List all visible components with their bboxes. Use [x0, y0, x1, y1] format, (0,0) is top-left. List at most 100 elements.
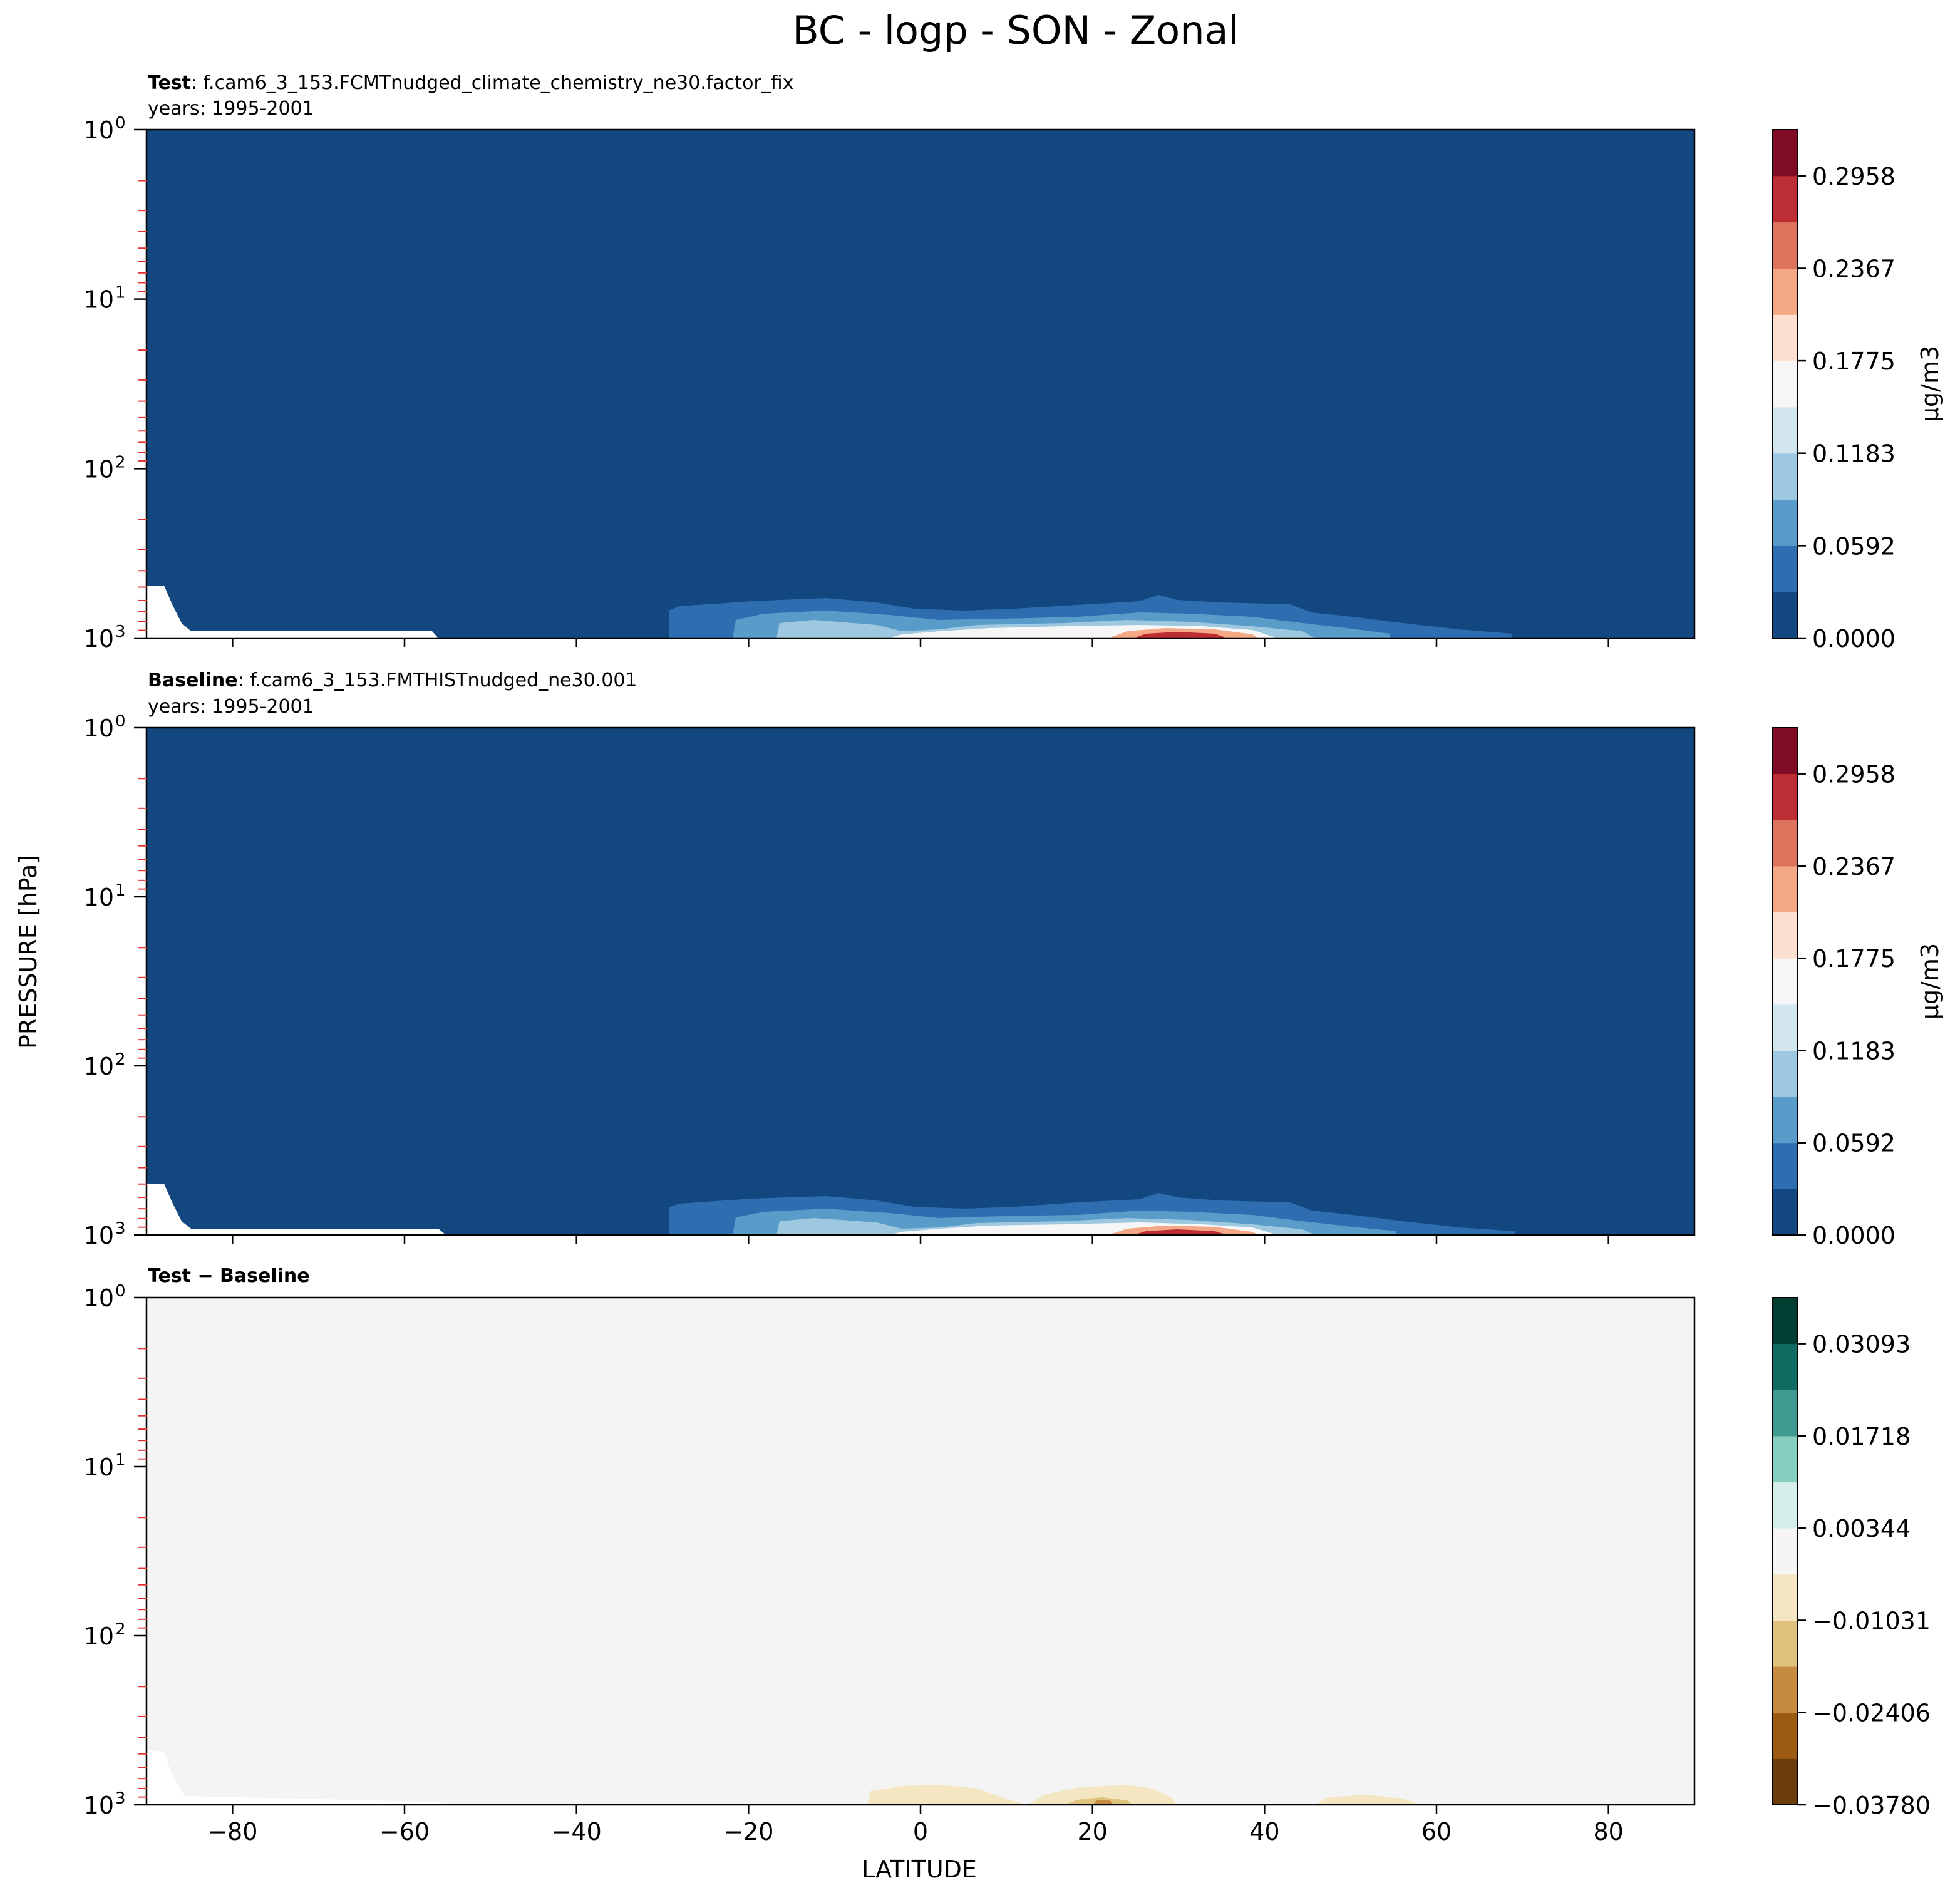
y-tick-label: 10: [84, 286, 114, 314]
plot-background: [147, 1298, 1694, 1805]
colorbar-segment: [1772, 1189, 1797, 1236]
colorbar-segment: [1772, 1712, 1797, 1759]
panel-baseline: Baseline: f.cam6_3_153.FMTHISTnudged_ne3…: [84, 669, 1944, 1249]
panel-label-bold: Baseline: [148, 669, 238, 691]
colorbar-segment: [1772, 499, 1797, 546]
negative-contour-1: [867, 1785, 1027, 1805]
y-tick-exponent: 3: [115, 1789, 126, 1808]
colorbar-segment: [1772, 1298, 1797, 1345]
y-axis-label: PRESSURE [hPa]: [14, 855, 42, 1049]
colorbar-tick-label: −0.02406: [1812, 1700, 1931, 1727]
colorbar-tick-label: 0.1775: [1812, 945, 1896, 973]
y-tick-exponent: 3: [115, 622, 126, 641]
colorbar-tick-label: −0.03780: [1812, 1792, 1931, 1819]
colorbar-tick-label: 0.01718: [1812, 1423, 1911, 1450]
y-tick-exponent: 1: [115, 1451, 126, 1470]
y-tick-label: 10: [84, 1053, 114, 1080]
colorbar-tick-label: 0.1775: [1812, 348, 1896, 375]
panel-years: years: 1995-2001: [148, 696, 314, 718]
y-tick-label: 10: [84, 1284, 114, 1312]
negative-contour-5: [1093, 1800, 1113, 1805]
colorbar-label: μg/m3: [1916, 346, 1944, 422]
colorbar-segment: [1772, 1390, 1797, 1437]
panel-label-bold: Test − Baseline: [148, 1265, 310, 1287]
x-tick-label: −60: [379, 1818, 430, 1846]
colorbar-tick-label: 0.2367: [1812, 853, 1896, 880]
colorbar-segment: [1772, 175, 1797, 223]
contour-fill: [147, 586, 1512, 638]
x-tick-label: 20: [1077, 1818, 1107, 1846]
colorbar: −0.03780 −0.02406 −0.01031 0.00344 0.01718 0.…: [1772, 1297, 1931, 1819]
colorbar-segment: [1772, 314, 1797, 361]
surface-mask: [147, 1184, 446, 1235]
y-tick-label: 10: [84, 1453, 114, 1481]
colorbar-tick-label: 0.1183: [1812, 440, 1896, 468]
y-tick-label: 10: [84, 1222, 114, 1249]
panel-header: Test − Baseline: [148, 1265, 310, 1287]
colorbar-segment: [1772, 1574, 1797, 1621]
y-tick-label: 10: [84, 715, 114, 742]
y-tick-exponent: 0: [115, 712, 126, 731]
colorbar-segment: [1772, 1004, 1797, 1051]
panel-years: years: 1995-2001: [148, 98, 314, 120]
colorbar-segment: [1772, 958, 1797, 1005]
x-tick-label: 40: [1249, 1818, 1279, 1846]
contour-level-6: [1133, 632, 1227, 638]
x-tick-label: −80: [207, 1818, 257, 1846]
colorbar-segment: [1772, 865, 1797, 913]
colorbar-label: μg/m3: [1916, 943, 1944, 1020]
colorbar-segment: [1772, 268, 1797, 315]
panel-test: Test: f.cam6_3_153.FCMTnudged_climate_ch…: [84, 72, 1944, 653]
x-tick-label: −40: [552, 1818, 602, 1846]
colorbar-frame: [1772, 727, 1798, 1236]
colorbar-segment: [1772, 222, 1797, 269]
colorbar-segment: [1772, 773, 1797, 820]
colorbar: 0.0000 0.0592 0.1183 0.1775 0.2367 0.2958: [1772, 129, 1896, 653]
colorbar-tick-label: −0.01031: [1812, 1607, 1931, 1634]
x-axis-label: LATITUDE: [862, 1856, 977, 1883]
y-tick-label: 10: [84, 116, 114, 144]
plot-background: [147, 130, 1694, 638]
colorbar-tick-label: 0.2367: [1812, 255, 1896, 282]
y-tick-label: 10: [84, 625, 114, 653]
colorbar-segment: [1772, 1666, 1797, 1713]
panel-label-bold: Test: [148, 72, 191, 94]
contour-fill: [147, 1750, 1421, 1805]
y-tick-label: 10: [84, 1623, 114, 1650]
colorbar-segment: [1772, 545, 1797, 592]
colorbar-segment: [1772, 1758, 1797, 1805]
colorbar-segment: [1772, 912, 1797, 959]
colorbar-segment: [1772, 1343, 1797, 1390]
colorbar-tick-label: 0.0592: [1812, 532, 1896, 560]
x-tick-label: 60: [1421, 1818, 1452, 1846]
colorbar-frame: [1772, 129, 1798, 639]
colorbar-frame: [1772, 1297, 1798, 1805]
colorbar-tick-label: 0.0592: [1812, 1130, 1896, 1157]
y-tick-label: 10: [84, 455, 114, 483]
y-tick-label: 10: [84, 884, 114, 911]
panel-label-text: : f.cam6_3_153.FMTHISTnudged_ne30.001: [238, 669, 637, 691]
figure-title: BC - logp - SON - Zonal: [792, 8, 1239, 53]
y-tick-exponent: 0: [115, 114, 126, 133]
colorbar-segment: [1772, 1142, 1797, 1189]
colorbar-tick-label: 0.0000: [1812, 625, 1896, 653]
contour-level-6: [1133, 1229, 1227, 1235]
colorbar-tick-label: 0.2958: [1812, 163, 1896, 190]
colorbar-tick-label: 0.00344: [1812, 1515, 1911, 1542]
surface-mask: [147, 586, 438, 638]
plot-background: [147, 728, 1694, 1235]
colorbar-segment: [1772, 1620, 1797, 1667]
colorbar-segment: [1772, 1097, 1797, 1144]
panel-label-text: : f.cam6_3_153.FCMTnudged_climate_chemis…: [191, 72, 793, 94]
colorbar-segment: [1772, 728, 1797, 775]
surface-mask: [147, 1750, 451, 1805]
x-tick-label: −20: [723, 1818, 773, 1846]
colorbar-tick-label: 0.2958: [1812, 761, 1896, 788]
colorbar-segment: [1772, 1482, 1797, 1529]
colorbar-segment: [1772, 361, 1797, 408]
colorbar-tick-label: 0.1183: [1812, 1037, 1896, 1065]
colorbar-tick-label: 0.03093: [1812, 1331, 1911, 1358]
